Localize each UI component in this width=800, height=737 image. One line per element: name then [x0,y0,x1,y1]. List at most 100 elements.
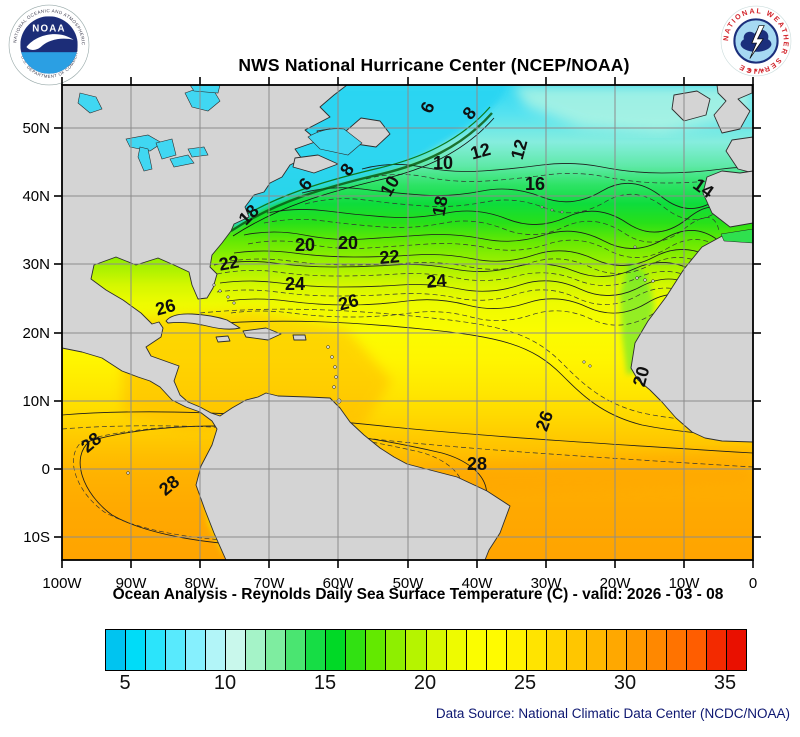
ireland [671,90,711,122]
contour-label: 16 [525,174,545,194]
africa [630,230,753,443]
colorbar-tick-label: 25 [513,672,537,694]
colorbar-segment [326,630,347,670]
hudson-bay [189,85,221,94]
lake-huron [155,138,177,160]
colorbar-segment [726,630,746,670]
inland-waters [77,85,753,244]
lake-superior [125,134,163,152]
lat-tick-label: 40N [22,188,50,205]
lon-tick-label: 70W [254,575,286,592]
lon-tick-label: 50W [393,575,425,592]
colorbar-segment [186,630,207,670]
lat-tick-label: 30N [22,256,50,273]
colorbar-segment [406,630,427,670]
contour-label: 20 [295,235,315,255]
contour-label: 22 [379,246,401,268]
colorbar-tick-label: 5 [119,672,131,694]
colorbar-segment [346,630,367,670]
colorbar-segment [666,630,687,670]
colorbar-segment [526,630,547,670]
noaa-logo-emblem: NOAA [20,16,78,74]
cuba [165,313,241,330]
nws-logo-lightning-icon [749,25,765,59]
colorbar-segment [306,630,327,670]
nova-scotia [292,154,339,174]
colorbar-segment [686,630,707,670]
mediterranean-sea [720,228,753,244]
lake-erie [169,154,195,168]
great-britain [713,85,753,134]
lat-tick-label: 10S [23,529,50,546]
lake-winnipeg [77,92,103,114]
colorbar-tick-label: 35 [713,672,737,694]
lon-tick-label: 30W [531,575,563,592]
puerto-rico [292,334,307,341]
colorbar-segment [106,630,127,670]
colorbar-segment [206,630,227,670]
svg-text:NOAA: NOAA [32,24,66,35]
colorbar-segment [546,630,567,670]
lon-tick-label: 10W [669,575,701,592]
hispaniola [242,327,282,341]
map-caption: Ocean Analysis - Reynolds Daily Sea Surf… [112,586,724,603]
colorbar-segment [626,630,647,670]
colorbar-segment [266,630,287,670]
page-title: NWS National Hurricane Center (NCEP/NOAA… [238,55,630,75]
colorbar-segment [706,630,727,670]
small-islands [126,205,655,475]
colorbar-tick-label: 20 [413,672,437,694]
colorbar-segment [426,630,447,670]
colorbar-tick-labels: 5 10 15 20 25 30 35 [105,672,745,698]
colorbar-segment [566,630,587,670]
north-central-south-america [62,85,511,560]
sst-map: 100W 90W 80W 70W 60W 50W 40W 30W 20W 10W 0 50N 40N 30… [22,77,761,592]
jamaica [215,335,231,343]
contour-label: 22 [217,252,240,275]
colorbar-segment [606,630,627,670]
lon-tick-label: 20W [600,575,632,592]
temperature-colorbar [105,629,747,671]
lon-tick-label: 40W [462,575,494,592]
colorbar-segment [126,630,147,670]
land-masses [62,85,753,560]
colorbar-segment [486,630,507,670]
colorbar-segment [226,630,247,670]
colorbar-segment [506,630,527,670]
lon-tick-label: 90W [116,575,148,592]
contour-label: 10 [433,153,453,173]
map-axes: 100W 90W 80W 70W 60W 50W 40W 30W 20W 10W 0 50N 40N 30… [22,77,761,592]
contour-label: 20 [338,233,358,253]
lat-tick-label: 20N [22,325,50,342]
colorbar-segment [366,630,387,670]
colorbar-segment [466,630,487,670]
lake-ontario [187,146,209,158]
nws-logo: NATIONAL WEATHER SERVICE ★ ★ ★ [720,5,792,77]
contour-label: 18 [429,194,452,217]
colorbar-segment [646,630,667,670]
contour-label: 24 [285,274,305,294]
nws-logo-stars: ★ ★ ★ [747,67,765,74]
france [725,136,753,174]
lat-tick-label: 50N [22,120,50,137]
colorbar-segment [166,630,187,670]
noaa-logo: NATIONAL OCEANIC AND ATMOSPHERIC ADMINIS… [8,4,90,86]
lon-tick-label: 60W [323,575,355,592]
colorbar-segment [286,630,307,670]
contour-label: 24 [426,270,448,292]
iberia [702,170,753,228]
contour-label: 28 [467,454,487,474]
colorbar-segment [446,630,467,670]
colorbar-segment [246,630,267,670]
lon-tick-label: 100W [42,575,82,592]
colorbar-tick-label: 15 [313,672,337,694]
colorbar-tick-label: 30 [613,672,637,694]
colorbar-segment [146,630,167,670]
colorbar-tick-label: 10 [213,672,237,694]
lat-tick-label: 0 [42,461,50,478]
colorbar-segment [586,630,607,670]
lat-lon-grid [62,85,753,560]
gulf-of-st-lawrence [307,128,363,156]
colorbar-segment [386,630,407,670]
